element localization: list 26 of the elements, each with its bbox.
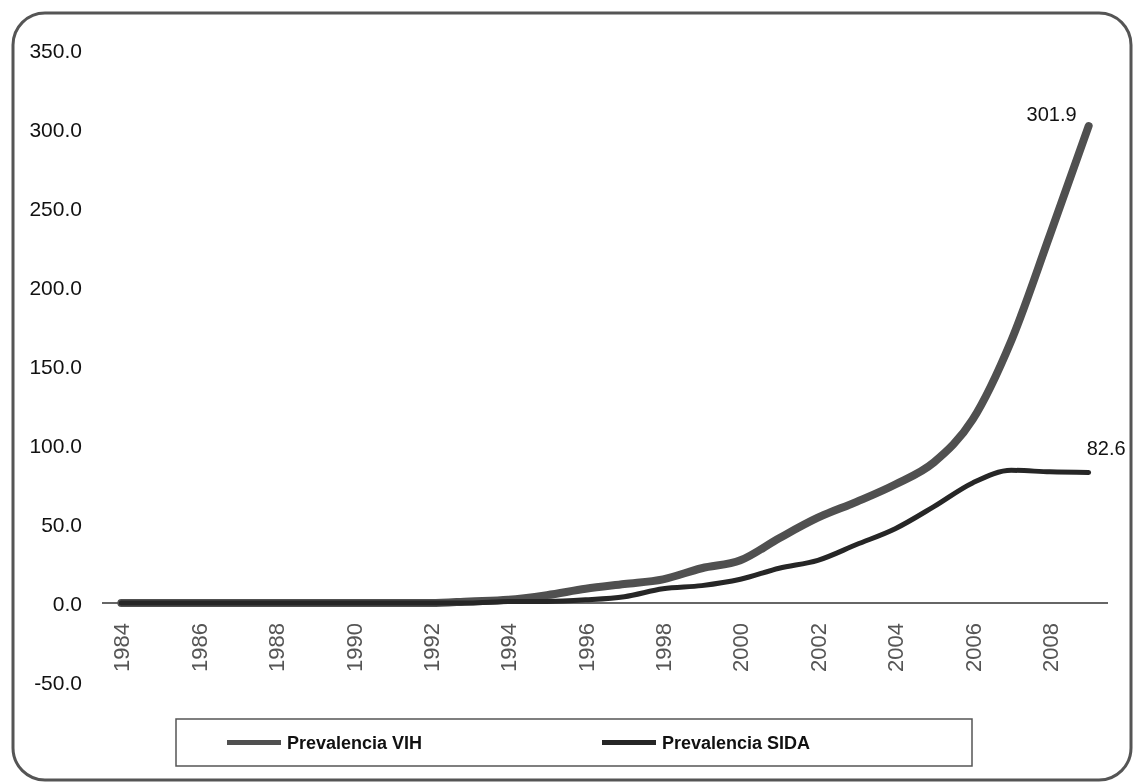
x-tick-label: 2006 <box>960 623 986 672</box>
x-tick-label: 1996 <box>573 623 599 672</box>
data-label: 301.9 <box>1026 103 1077 125</box>
y-tick-label: 250.0 <box>29 196 82 220</box>
data-label: 82.6 <box>1086 437 1126 460</box>
y-tick-label: 150.0 <box>29 354 82 378</box>
legend-label: Prevalencia SIDA <box>662 732 811 753</box>
y-tick-label: 300.0 <box>29 117 82 141</box>
x-tick-label: 1998 <box>650 623 676 672</box>
x-tick-label: 1984 <box>108 623 134 672</box>
x-tick-label: 2002 <box>805 623 831 672</box>
x-tick-label: 2000 <box>727 623 753 672</box>
y-tick-label: 0.0 <box>52 591 82 615</box>
x-tick-label: 2004 <box>882 623 908 672</box>
x-tick-label: 1994 <box>495 623 521 672</box>
y-tick-label: 350.0 <box>29 38 82 62</box>
x-tick-label: 1992 <box>418 623 444 672</box>
x-tick-label: 1986 <box>186 623 212 672</box>
y-tick-label: -50.0 <box>34 670 82 694</box>
legend-label: Prevalencia VIH <box>287 732 423 753</box>
x-tick-label: 2008 <box>1037 623 1063 672</box>
x-tick-label: 1990 <box>341 623 366 672</box>
y-tick-label: 100.0 <box>29 433 82 457</box>
x-tick-label: 1988 <box>263 623 289 672</box>
y-tick-label: 200.0 <box>29 275 82 299</box>
y-tick-label: 50.0 <box>41 512 82 536</box>
